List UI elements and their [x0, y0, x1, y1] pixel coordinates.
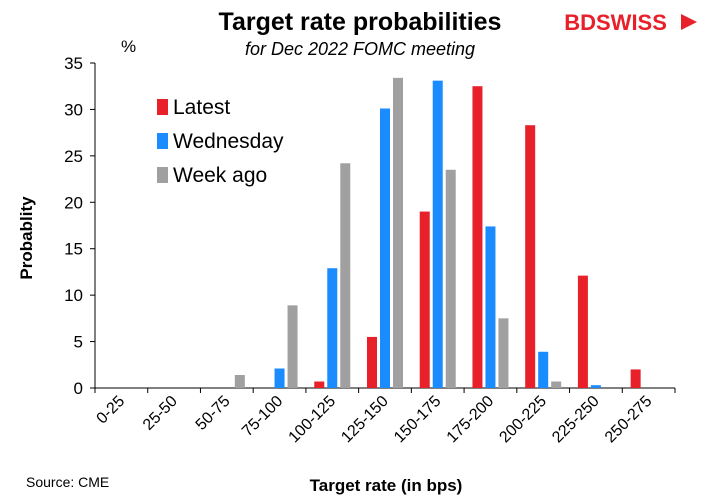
y-unit-label: % — [121, 37, 136, 56]
x-tick-label: 225-250 — [549, 393, 603, 447]
bar-week-ago-150-175 — [445, 169, 456, 388]
bar-latest-225-250 — [577, 275, 588, 388]
chart-subtitle: for Dec 2022 FOMC meeting — [245, 39, 475, 59]
x-tick-label: 200-225 — [496, 393, 550, 447]
x-axis: 0-25 25-50 50-75 75-100 100-125 125-150 150-17… — [94, 387, 676, 447]
bar-wednesday-225-250 — [590, 385, 601, 388]
legend-label: Latest — [173, 96, 230, 119]
bar-wednesday-125-150 — [380, 108, 390, 388]
brand-name-part1: BD — [564, 10, 596, 35]
source-note: Source: CME — [26, 474, 109, 490]
bar-latest-150-175 — [419, 211, 430, 388]
y-tick-label: 5 — [74, 333, 83, 352]
bar-latest-250-275 — [630, 369, 641, 388]
y-tick-label: 10 — [64, 286, 83, 305]
y-tick-label: 20 — [64, 193, 83, 212]
x-axis-label: Target rate (in bps) — [310, 476, 463, 495]
bar-week-ago-125-150 — [393, 77, 403, 388]
bar-week-ago-175-200 — [498, 318, 509, 388]
legend-label: Week ago — [173, 164, 267, 187]
bar-latest-175-200 — [472, 86, 483, 388]
bar-wednesday-75-100 — [274, 368, 285, 388]
legend-swatch-latest — [157, 99, 168, 115]
bar-latest-100-125 — [314, 381, 325, 388]
bar-week-ago-50-75 — [234, 375, 245, 388]
x-tick-label: 125-150 — [338, 393, 392, 447]
bar-week-ago-75-100 — [287, 305, 298, 388]
bar-wednesday-200-225 — [538, 351, 549, 388]
legend-swatch-week-ago — [157, 167, 168, 183]
bar-wednesday-175-200 — [485, 226, 496, 388]
y-tick-label: 15 — [64, 240, 83, 259]
bars-group — [234, 77, 641, 389]
bar-wednesday-150-175 — [432, 80, 443, 389]
x-tick-label: 250-275 — [602, 393, 656, 447]
bar-week-ago-100-125 — [340, 163, 351, 388]
y-tick-label: 35 — [64, 54, 83, 73]
x-tick-label: 50-75 — [193, 393, 234, 434]
brand-arrow-icon — [681, 14, 697, 30]
legend-swatch-wednesday — [157, 133, 168, 149]
x-tick-label: 0-25 — [94, 393, 129, 428]
y-tick-label: 25 — [64, 147, 83, 166]
x-tick-label: 100-125 — [286, 393, 340, 447]
x-tick-label: 25-50 — [140, 393, 181, 434]
legend: Latest Wednesday Week ago — [157, 96, 284, 187]
bar-latest-200-225 — [525, 125, 536, 388]
legend-label: Wednesday — [173, 130, 284, 153]
bar-wednesday-100-125 — [327, 268, 338, 388]
y-axis-label: Probablity — [17, 196, 36, 280]
chart-title: Target rate probabilities — [219, 8, 502, 36]
brand-logo: BD SWISS — [564, 10, 697, 35]
x-tick-label: 75-100 — [239, 393, 286, 440]
x-tick-label: 175-200 — [444, 393, 498, 447]
y-tick-label: 30 — [64, 100, 83, 119]
y-axis: 0 5 10 15 20 25 30 35 — [64, 54, 96, 398]
bar-latest-125-150 — [367, 336, 377, 388]
brand-name-part2: SWISS — [596, 10, 667, 35]
y-tick-label: 0 — [74, 379, 83, 398]
bar-week-ago-200-225 — [551, 381, 562, 388]
x-tick-label: 150-175 — [391, 393, 445, 447]
